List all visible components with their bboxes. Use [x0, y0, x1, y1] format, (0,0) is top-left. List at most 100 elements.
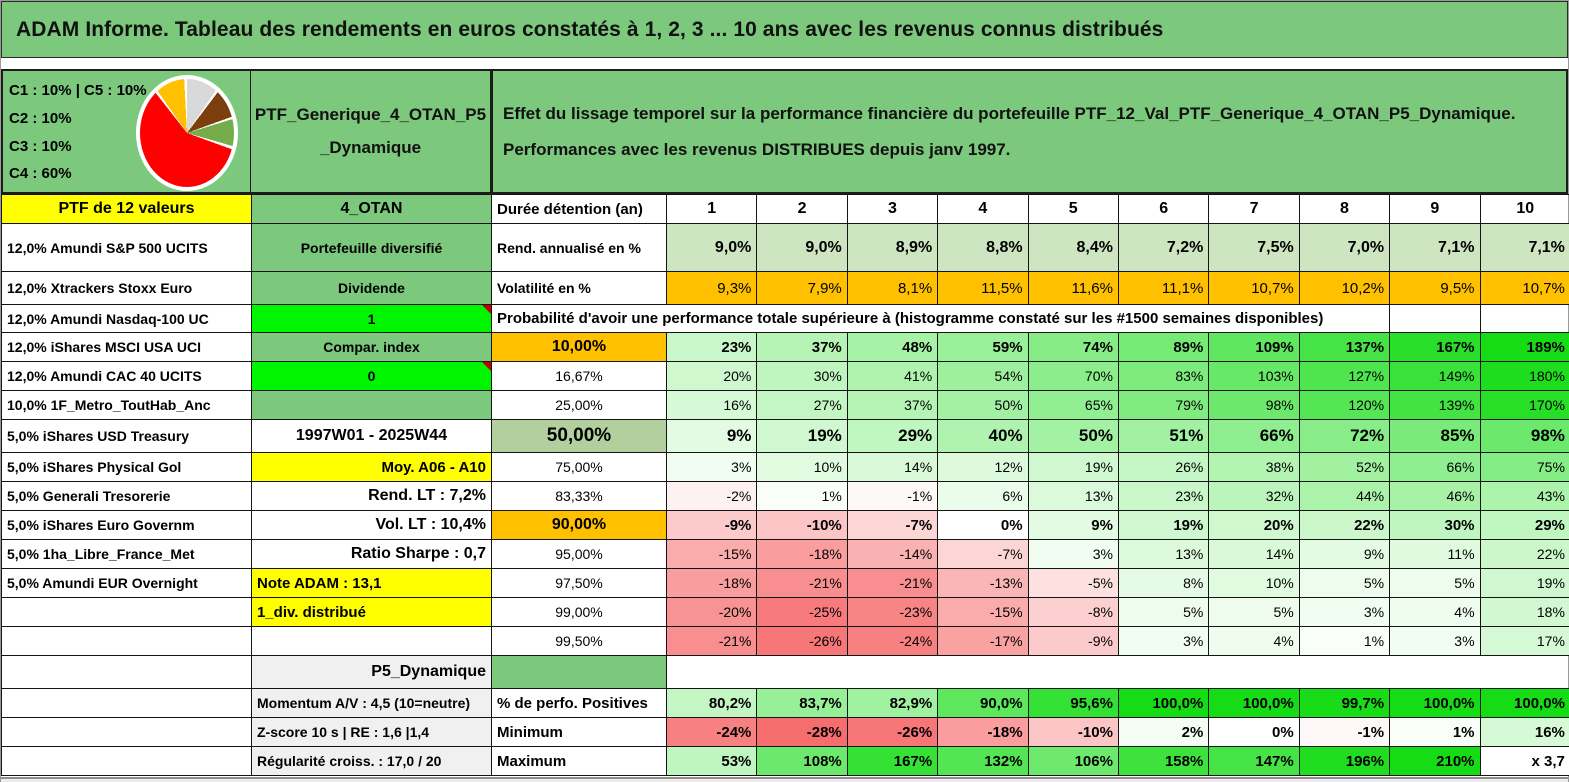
value-cell[interactable]: 9%: [665, 419, 758, 453]
metric-label[interactable]: 83,33%: [491, 481, 667, 511]
duration-col-1[interactable]: 1: [665, 194, 758, 224]
value-cell[interactable]: 170%: [1479, 390, 1569, 420]
value-cell[interactable]: 14%: [1208, 539, 1300, 569]
duration-col-6[interactable]: 6: [1117, 194, 1210, 224]
asset-label[interactable]: 12,0% Amundi CAC 40 UCITS: [1, 361, 252, 391]
value-cell[interactable]: 50%: [937, 390, 1029, 420]
value-cell[interactable]: 196%: [1298, 746, 1391, 776]
value-cell[interactable]: 127%: [1298, 361, 1391, 391]
value-cell[interactable]: 3%: [1298, 597, 1391, 627]
value-cell[interactable]: 180%: [1479, 361, 1569, 391]
duration-col-9[interactable]: 9: [1389, 194, 1481, 224]
value-cell[interactable]: 158%: [1117, 746, 1210, 776]
value-cell[interactable]: 17%: [1479, 626, 1569, 656]
value-cell[interactable]: 5%: [1298, 568, 1391, 598]
mid-cell[interactable]: P5_Dynamique: [251, 655, 492, 689]
value-cell[interactable]: 3%: [665, 452, 758, 482]
value-cell[interactable]: -26%: [756, 626, 848, 656]
mid-cell[interactable]: Note ADAM : 13,1: [251, 568, 492, 598]
asset-label[interactable]: [1, 746, 252, 776]
value-cell[interactable]: 9%: [1027, 510, 1119, 540]
value-cell[interactable]: 7,1%: [1389, 223, 1481, 272]
group-header-cell[interactable]: 4_OTAN: [251, 194, 492, 224]
value-cell[interactable]: 16%: [1479, 717, 1569, 747]
mid-cell[interactable]: 1_div. distribué: [251, 597, 492, 627]
value-cell[interactable]: 95,6%: [1027, 688, 1119, 718]
value-cell[interactable]: 20%: [665, 361, 758, 391]
empty-cell[interactable]: [1479, 304, 1569, 333]
value-cell[interactable]: 19%: [1479, 568, 1569, 598]
asset-label[interactable]: [1, 626, 252, 656]
value-cell[interactable]: 32%: [1208, 481, 1300, 511]
value-cell[interactable]: 8,9%: [846, 223, 939, 272]
value-cell[interactable]: 7,9%: [756, 271, 848, 305]
value-cell[interactable]: 12%: [937, 452, 1029, 482]
value-cell[interactable]: 8%: [1117, 568, 1210, 598]
value-cell[interactable]: -18%: [937, 717, 1029, 747]
asset-label[interactable]: 12,0% Xtrackers Stoxx Euro: [1, 271, 252, 305]
value-cell[interactable]: 75%: [1479, 452, 1569, 482]
value-cell[interactable]: -1%: [1298, 717, 1391, 747]
value-cell[interactable]: 3%: [1389, 626, 1481, 656]
value-cell[interactable]: 89%: [1117, 332, 1210, 362]
duration-col-7[interactable]: 7: [1208, 194, 1300, 224]
value-cell[interactable]: 80,2%: [665, 688, 758, 718]
value-cell[interactable]: 54%: [937, 361, 1029, 391]
value-cell[interactable]: 99,7%: [1298, 688, 1391, 718]
duration-col-2[interactable]: 2: [756, 194, 848, 224]
value-cell[interactable]: 82,9%: [846, 688, 939, 718]
value-cell[interactable]: -14%: [846, 539, 939, 569]
value-cell[interactable]: 98%: [1208, 390, 1300, 420]
value-cell[interactable]: 9,0%: [665, 223, 758, 272]
value-cell[interactable]: 108%: [756, 746, 848, 776]
value-cell[interactable]: -17%: [937, 626, 1029, 656]
value-cell[interactable]: -25%: [756, 597, 848, 627]
value-cell[interactable]: -21%: [846, 568, 939, 598]
metric-label[interactable]: 97,50%: [491, 568, 667, 598]
duration-header-cell[interactable]: Durée détention (an): [491, 194, 667, 224]
value-cell[interactable]: 53%: [665, 746, 758, 776]
asset-label[interactable]: [1, 688, 252, 718]
value-cell[interactable]: 4%: [1208, 626, 1300, 656]
value-cell[interactable]: 19%: [1117, 510, 1210, 540]
value-cell[interactable]: 5%: [1389, 568, 1481, 598]
description-cell[interactable]: Effet du lissage temporel sur la perform…: [491, 69, 1568, 194]
value-cell[interactable]: 167%: [846, 746, 939, 776]
value-cell[interactable]: 66%: [1208, 419, 1300, 453]
value-cell[interactable]: 29%: [1479, 510, 1569, 540]
value-cell[interactable]: -26%: [846, 717, 939, 747]
value-cell[interactable]: -24%: [846, 626, 939, 656]
empty-span[interactable]: [666, 655, 1569, 689]
value-cell[interactable]: -7%: [846, 510, 939, 540]
value-cell[interactable]: 37%: [846, 390, 939, 420]
value-cell[interactable]: -10%: [756, 510, 848, 540]
metric-label[interactable]: 99,00%: [491, 597, 667, 627]
value-cell[interactable]: 98%: [1479, 419, 1569, 453]
value-cell[interactable]: 1%: [756, 481, 848, 511]
probability-banner[interactable]: Probabilité d'avoir une performance tota…: [490, 304, 1391, 333]
asset-label[interactable]: [1, 717, 252, 747]
value-cell[interactable]: x 3,7: [1479, 746, 1569, 776]
asset-label[interactable]: 10,0% 1F_Metro_ToutHab_Anc: [1, 390, 252, 420]
value-cell[interactable]: -15%: [937, 597, 1029, 627]
mid-cell[interactable]: Dividende: [251, 271, 492, 305]
value-cell[interactable]: 50%: [1027, 419, 1119, 453]
value-cell[interactable]: 30%: [756, 361, 848, 391]
value-cell[interactable]: 10,7%: [1479, 271, 1569, 305]
mid-cell[interactable]: Moy. A06 - A10: [251, 452, 492, 482]
asset-label[interactable]: 5,0% 1ha_Libre_France_Met: [1, 539, 252, 569]
value-cell[interactable]: 147%: [1208, 746, 1300, 776]
metric-label[interactable]: Volatilité en %: [491, 271, 667, 305]
value-cell[interactable]: 149%: [1389, 361, 1481, 391]
value-cell[interactable]: 72%: [1298, 419, 1391, 453]
value-cell[interactable]: 8,4%: [1027, 223, 1119, 272]
value-cell[interactable]: 6%: [937, 481, 1029, 511]
value-cell[interactable]: -7%: [937, 539, 1029, 569]
value-cell[interactable]: 19%: [1027, 452, 1119, 482]
value-cell[interactable]: 5%: [1208, 597, 1300, 627]
value-cell[interactable]: 100,0%: [1479, 688, 1569, 718]
value-cell[interactable]: 13%: [1117, 539, 1210, 569]
value-cell[interactable]: -28%: [756, 717, 848, 747]
value-cell[interactable]: -9%: [1027, 626, 1119, 656]
value-cell[interactable]: 40%: [937, 419, 1029, 453]
